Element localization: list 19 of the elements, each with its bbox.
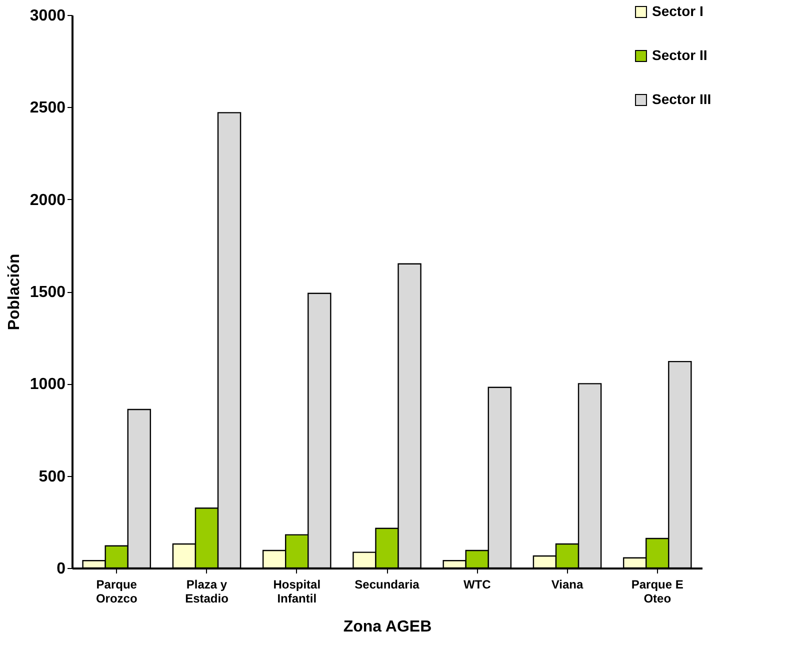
x-tick-label: Viana (551, 578, 584, 592)
x-tick-label: Parque Orozco (96, 578, 138, 606)
x-axis-title: Zona AGEB (343, 618, 432, 636)
x-tick-label: Hospital Infantil (273, 578, 321, 606)
legend-label: Sector III (652, 91, 712, 107)
x-tick-label: Plaza y Estadio (185, 578, 228, 606)
x-tick-label: Secundaria (354, 578, 420, 592)
x-tick-label: WTC (463, 578, 492, 592)
x-tick-label: Parque E Oteo (631, 578, 684, 606)
y-tick-label: 2000 (30, 192, 66, 209)
y-tick-label: 3000 (30, 8, 66, 24)
y-tick-label: 1500 (30, 284, 66, 301)
legend-label: Sector I (652, 3, 704, 19)
y-axis-title: Población (6, 254, 23, 330)
y-tick-label: 0 (56, 560, 66, 578)
y-tick-label: 1000 (30, 376, 66, 394)
y-tick-label: 2500 (30, 100, 66, 117)
legend-label: Sector II (652, 47, 708, 63)
y-tick-label: 500 (38, 468, 66, 486)
